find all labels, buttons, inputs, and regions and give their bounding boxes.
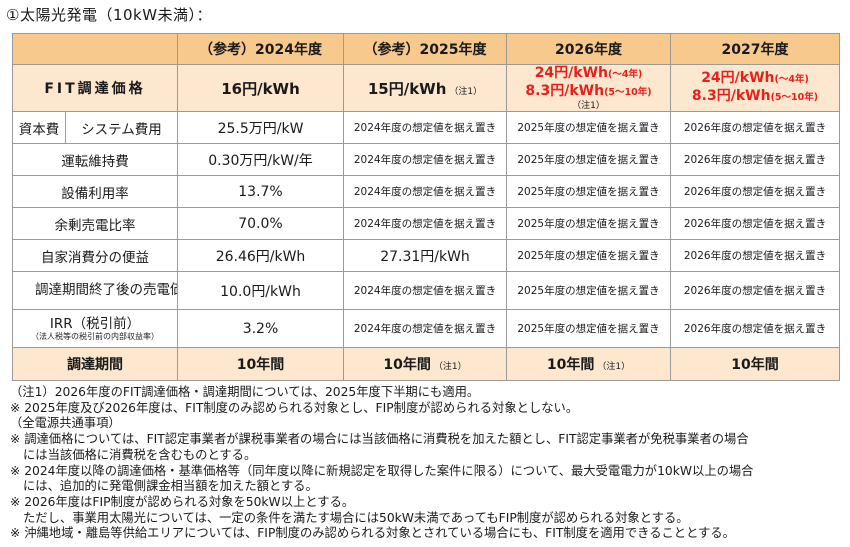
irr-2024: 3.2%: [177, 309, 344, 348]
system-cost-2026: 2025年度の想定値を据え置き: [506, 111, 671, 144]
post-period-price-label: 調達期間終了後の売電価格: [12, 271, 178, 310]
fit-price-2027-cell: 24円/kWh(～4年) 8.3円/kWh(5～10年): [670, 64, 840, 112]
period-2025: 10年間: [383, 357, 431, 373]
footnote: ※ 沖縄地域・離島等供給エリアについては、FIP制度のみ認められる対象とされてい…: [10, 526, 735, 541]
table-row: 自家消費分の便益 26.46円/kWh 27.31円/kWh 2025年度の想定…: [12, 239, 840, 272]
post-period-price-2025: 2024年度の想定値を据え置き: [343, 271, 507, 310]
surplus-ratio-label: 余剰売電比率: [12, 207, 178, 240]
period-2024: 10年間: [177, 347, 344, 381]
header-2027: 2027年度: [670, 33, 840, 65]
irr-2027: 2026年度の想定値を据え置き: [670, 309, 840, 348]
table-row: IRR（税引前） （法人税等の税引前の内部収益率） 3.2% 2024年度の想定…: [12, 309, 840, 348]
period-2026: 10年間: [546, 357, 595, 373]
capacity-factor-2025: 2024年度の想定値を据え置き: [343, 175, 507, 208]
system-cost-2025: 2024年度の想定値を据え置き: [343, 111, 507, 144]
post-period-price-2026: 2025年度の想定値を据え置き: [506, 271, 671, 310]
footnote: ※ 2025年度及び2026年度は、FIT制度のみ認められる対象とし、FIP制度…: [10, 400, 579, 415]
system-cost-label: システム費用: [81, 121, 162, 138]
header-2025: （参考）2025年度: [343, 33, 507, 65]
header-row: （参考）2024年度 （参考）2025年度 2026年度 2027年度: [12, 33, 840, 65]
fit-price-2027-line1: 24円/kWh(～4年): [701, 70, 809, 86]
fit-price-2025-cell: 15円/kWh （注1）: [343, 64, 507, 112]
fit-price-2025: 15円/kWh: [367, 79, 447, 98]
fit-price-2027-line2: 8.3円/kWh(5～10年): [691, 88, 819, 104]
fit-price-label: FIT調達価格: [12, 64, 178, 112]
header-blank: [12, 33, 178, 65]
fit-price-2026-note: （注1）: [572, 101, 605, 111]
period-label: 調達期間: [12, 347, 178, 381]
post-period-price-2027: 2026年度の想定値を据え置き: [670, 271, 840, 310]
self-consumption-2027: 2026年度の想定値を据え置き: [670, 239, 840, 272]
om-cost-2024: 0.30万円/kW/年: [177, 143, 344, 176]
table-row: 調達期間終了後の売電価格 10.0円/kWh 2024年度の想定値を据え置き 2…: [12, 271, 840, 310]
table-row: 資本費 システム費用 25.5万円/kW 2024年度の想定値を据え置き 202…: [12, 111, 840, 144]
surplus-ratio-2026: 2025年度の想定値を据え置き: [506, 207, 671, 240]
footnote: ただし、事業用太陽光については、一定の条件を満たす場合には50kW未満であっても…: [23, 510, 689, 525]
surplus-ratio-2027: 2026年度の想定値を据え置き: [670, 207, 840, 240]
footnote: には、追加的に発電側課金相当額を加えた額とする。: [23, 479, 318, 494]
capacity-factor-2024: 13.7%: [177, 175, 344, 208]
fit-price-table: （参考）2024年度 （参考）2025年度 2026年度 2027年度 FIT調…: [12, 33, 840, 381]
footnote: （全電源共通事項）: [10, 416, 121, 431]
period-2025-note: （注1）: [433, 362, 467, 372]
footnotes: （注1）2026年度のFIT調達価格・調達期間については、2025年度下半期にも…: [10, 385, 846, 542]
irr-2025: 2024年度の想定値を据え置き: [343, 309, 507, 348]
irr-label-cell: IRR（税引前） （法人税等の税引前の内部収益率）: [12, 309, 178, 348]
system-cost-2024: 25.5万円/kW: [177, 111, 344, 144]
self-consumption-2025: 27.31円/kWh: [343, 239, 507, 272]
table-row: 余剰売電比率 70.0% 2024年度の想定値を据え置き 2025年度の想定値を…: [12, 207, 840, 240]
om-cost-2026: 2025年度の想定値を据え置き: [506, 143, 671, 176]
capacity-factor-2026: 2025年度の想定値を据え置き: [506, 175, 671, 208]
system-cost-2027: 2026年度の想定値を据え置き: [670, 111, 840, 144]
footnote: （注1）2026年度のFIT調達価格・調達期間については、2025年度下半期にも…: [10, 385, 480, 399]
self-consumption-label: 自家消費分の便益: [12, 239, 178, 272]
fit-price-2024: 16円/kWh: [177, 64, 344, 112]
footnote: ※ 調達価格については、FIT認定事業者が課税事業者の場合には当該価格に消費税を…: [10, 432, 749, 447]
capacity-factor-2027: 2026年度の想定値を据え置き: [670, 175, 840, 208]
capex-label-cell: 資本費 システム費用: [12, 111, 178, 144]
surplus-ratio-2024: 70.0%: [177, 207, 344, 240]
irr-2026: 2025年度の想定値を据え置き: [506, 309, 671, 348]
fit-price-row: FIT調達価格 16円/kWh 15円/kWh （注1） 24円/kWh(～4年)…: [12, 64, 840, 112]
self-consumption-2026: 2025年度の想定値を据え置き: [506, 239, 671, 272]
footnote: ※ 2024年度以降の調達価格・基準価格等（同年度以降に新規認定を取得した案件に…: [10, 463, 754, 478]
self-consumption-2024: 26.46円/kWh: [177, 239, 344, 272]
period-2027: 10年間: [670, 347, 840, 381]
footnote: には当該価格に消費税を含むものとする。: [23, 447, 257, 462]
table-row: 設備利用率 13.7% 2024年度の想定値を据え置き 2025年度の想定値を据…: [12, 175, 840, 208]
fit-price-2025-note: （注1）: [449, 86, 483, 97]
header-2026: 2026年度: [506, 33, 671, 65]
page-title: ①太陽光発電（10kW未満）：: [6, 6, 213, 24]
period-2026-note: （注1）: [597, 362, 631, 372]
table-row: 運転維持費 0.30万円/kW/年 2024年度の想定値を据え置き 2025年度…: [12, 143, 840, 176]
period-2025-cell: 10年間 （注1）: [343, 347, 507, 381]
capex-label: 資本費: [14, 112, 66, 143]
om-cost-2027: 2026年度の想定値を据え置き: [670, 143, 840, 176]
fit-price-2026-line2: 8.3円/kWh(5～10年): [525, 83, 652, 99]
fit-price-2026-line1: 24円/kWh(～4年): [534, 65, 643, 82]
procurement-period-row: 調達期間 10年間 10年間 （注1） 10年間 （注1） 10年間: [12, 347, 840, 381]
irr-sublabel: （法人税等の税引前の内部収益率）: [31, 331, 159, 341]
fit-price-2026-cell: 24円/kWh(～4年) 8.3円/kWh(5～10年) （注1）: [506, 64, 671, 112]
surplus-ratio-2025: 2024年度の想定値を据え置き: [343, 207, 507, 240]
header-2024: （参考）2024年度: [177, 33, 344, 65]
post-period-price-2024: 10.0円/kWh: [177, 271, 344, 310]
irr-label: IRR（税引前）: [49, 315, 141, 332]
om-cost-2025: 2024年度の想定値を据え置き: [343, 143, 507, 176]
capacity-factor-label: 設備利用率: [12, 175, 178, 208]
footnote: ※ 2026年度はFIP制度が認められる対象を50kW以上とする。: [10, 494, 355, 509]
period-2026-cell: 10年間 （注1）: [506, 347, 671, 381]
om-cost-label: 運転維持費: [12, 143, 178, 176]
